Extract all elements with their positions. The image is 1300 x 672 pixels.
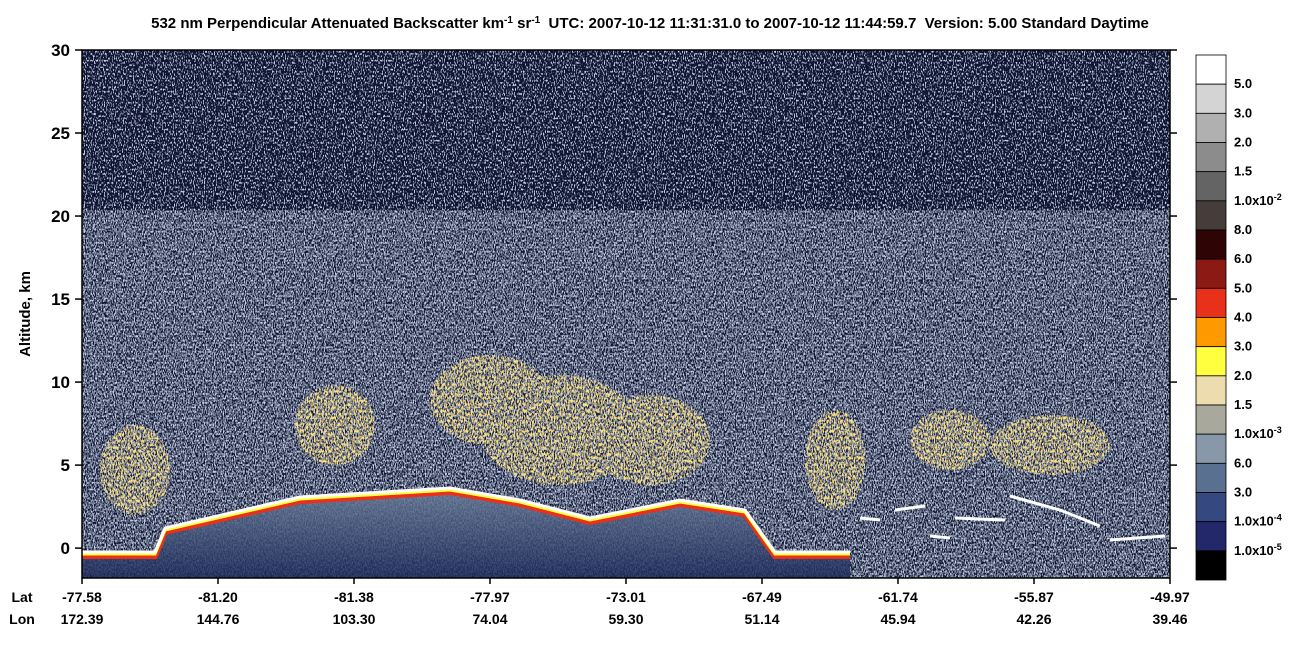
title-superscript: -1 (531, 15, 540, 26)
lat-label: -67.49 (742, 589, 782, 605)
title-text: 532 nm Perpendicular Attenuated Backscat… (151, 15, 504, 32)
colorbar-swatch (1195, 83, 1227, 114)
colorbar-label-base: 1.0x10 (1234, 543, 1274, 558)
colorbar-swatch (1195, 375, 1227, 406)
colorbar-label-exponent: -4 (1274, 513, 1282, 523)
backscatter-image (82, 50, 1170, 578)
colorbar-label: 1.0x10-5 (1234, 542, 1282, 558)
colorbar-swatch (1195, 317, 1227, 348)
lat-label: -55.87 (1014, 589, 1054, 605)
colorbar-label: 4.0 (1234, 310, 1252, 325)
lon-label: 144.76 (197, 611, 240, 627)
colorbar-label: 1.0x10-4 (1234, 513, 1282, 529)
colorbar-swatch (1195, 550, 1227, 581)
title-text: sr (513, 15, 532, 32)
colorbar-label-exponent: -2 (1274, 192, 1282, 202)
y-tick-label: 30 (51, 41, 70, 60)
colorbar-label: 2.0 (1234, 135, 1252, 150)
colorbar-label-base: 1.0x10 (1234, 514, 1274, 529)
lat-label: -77.97 (470, 589, 510, 605)
colorbar-label: 1.5 (1234, 397, 1252, 412)
colorbar-swatch (1195, 54, 1227, 85)
y-tick-label: 20 (51, 207, 70, 226)
colorbar-label: 8.0 (1234, 222, 1252, 237)
colorbar-label-base: 1.0x10 (1234, 193, 1274, 208)
colorbar-swatch (1195, 433, 1227, 464)
lat-label: -81.38 (334, 589, 374, 605)
colorbar-swatch (1195, 229, 1227, 260)
colorbar-label-exponent: -3 (1274, 425, 1282, 435)
colorbar-label: 1.0x10-2 (1234, 192, 1282, 208)
colorbar-swatch (1195, 492, 1227, 523)
colorbar-label: 6.0 (1234, 251, 1252, 266)
lat-label: -61.74 (878, 589, 918, 605)
colorbar-label: 2.0 (1234, 368, 1252, 383)
colorbar-label: 6.0 (1234, 455, 1252, 470)
colorbar-label-exponent: -5 (1274, 542, 1282, 552)
title-superscript: -1 (504, 15, 513, 26)
colorbar-label: 3.0 (1234, 105, 1252, 120)
lat-label: -73.01 (606, 589, 646, 605)
colorbar-swatch (1195, 521, 1227, 552)
lon-label: 51.14 (744, 611, 779, 627)
colorbar-label: 1.5 (1234, 164, 1252, 179)
y-tick-label: 15 (51, 290, 70, 309)
lon-label: 39.46 (1152, 611, 1187, 627)
lat-label: -81.20 (198, 589, 238, 605)
colorbar-label: 5.0 (1234, 76, 1252, 91)
lat-label: -77.58 (62, 589, 102, 605)
colorbar-label: 3.0 (1234, 485, 1252, 500)
lon-label: 42.26 (1016, 611, 1051, 627)
colorbar-swatch (1195, 258, 1227, 289)
chart-title: 532 nm Perpendicular Attenuated Backscat… (151, 15, 1149, 33)
lat-row-title: Lat (12, 589, 33, 605)
lon-label: 172.39 (61, 611, 104, 627)
colorbar-label: 5.0 (1234, 280, 1252, 295)
title-text: UTC: 2007-10-12 11:31:31.0 to 2007-10-12… (540, 15, 1149, 32)
colorbar-swatch (1195, 112, 1227, 143)
lon-row-title: Lon (9, 611, 35, 627)
colorbar-swatch (1195, 171, 1227, 202)
colorbar-label: 1.0x10-3 (1234, 425, 1282, 441)
colorbar-label: 3.0 (1234, 339, 1252, 354)
colorbar-label-base: 1.0x10 (1234, 426, 1274, 441)
lat-label: -49.97 (1150, 589, 1190, 605)
y-tick-label: 10 (51, 373, 70, 392)
lon-label: 103.30 (333, 611, 376, 627)
colorbar-swatch (1195, 287, 1227, 318)
colorbar-swatch (1195, 142, 1227, 173)
y-axis-label: Altitude, km (17, 271, 34, 357)
colorbar-swatch (1195, 346, 1227, 377)
y-tick-label: 5 (61, 456, 70, 475)
colorbar-swatch (1195, 404, 1227, 435)
lon-label: 59.30 (608, 611, 643, 627)
lon-label: 74.04 (472, 611, 507, 627)
y-tick-label: 0 (61, 539, 70, 558)
y-tick-label: 25 (51, 124, 70, 143)
colorbar-swatch (1195, 462, 1227, 493)
colorbar-swatch (1195, 200, 1227, 231)
lon-label: 45.94 (880, 611, 915, 627)
